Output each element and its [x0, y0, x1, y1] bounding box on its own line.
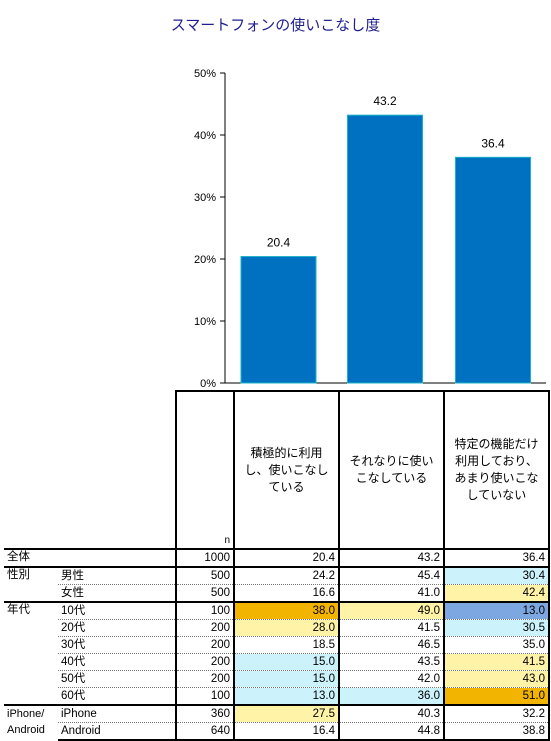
cell-value: 41.5 — [443, 653, 550, 671]
table-row: 全体 1000 20.4 43.2 36.4 — [4, 548, 550, 567]
cell-value: 44.8 — [338, 722, 444, 741]
bar — [240, 256, 317, 384]
y-tick-label: 20% — [194, 254, 216, 266]
n-value: 200 — [175, 653, 234, 671]
cell-value: 36.0 — [338, 687, 444, 705]
n-value: 200 — [175, 636, 234, 654]
table-row: 30代 200 18.5 46.5 35.0 — [4, 636, 550, 654]
row-label: 10代 — [58, 601, 176, 620]
bars: 20.4 43.2 36.4 — [240, 94, 531, 384]
cell-value: 16.4 — [233, 722, 339, 741]
group-label: 全体 — [4, 548, 58, 567]
group-label: 年代 — [4, 601, 58, 705]
row-label: 40代 — [58, 653, 176, 671]
row-label: 60代 — [61, 689, 86, 702]
n-value: 200 — [175, 670, 234, 688]
cell-value: 18.5 — [233, 636, 339, 654]
bar-value-label: 20.4 — [267, 236, 291, 250]
cell-value: 20.4 — [233, 548, 339, 567]
cell-value: 43.0 — [443, 670, 550, 688]
n-value: 500 — [175, 584, 234, 602]
cell-value: 43.2 — [338, 548, 444, 567]
cell-value: 28.0 — [233, 619, 339, 637]
n-value: 500 — [175, 566, 234, 585]
cell-value: 13.0 — [443, 601, 550, 620]
cell-value: 46.5 — [338, 636, 444, 654]
n-value: 640 — [175, 722, 234, 741]
cell-value: 13.0 — [233, 687, 339, 705]
bar — [455, 156, 531, 384]
cell-value: 38.8 — [443, 722, 550, 741]
row-label: 男性 — [58, 566, 176, 585]
bar-value-label: 36.4 — [481, 136, 505, 150]
y-tick-label: 30% — [194, 192, 216, 204]
table-row: 40代 200 15.0 43.5 41.5 — [4, 653, 550, 671]
cell-value: 24.2 — [233, 566, 339, 585]
row-label — [58, 548, 176, 567]
cell-value: 45.4 — [338, 566, 444, 585]
y-tick-label: 0% — [200, 378, 216, 390]
bar — [347, 114, 423, 384]
n-value: 100 — [175, 687, 234, 705]
header-blank — [4, 391, 58, 549]
y-axis: 0% 10% 20% 30% 40% 50% — [194, 68, 546, 390]
row-label: Android — [58, 722, 176, 741]
cell-value: 43.5 — [338, 653, 444, 671]
row-label: 20代 — [58, 619, 176, 637]
n-value: 200 — [175, 619, 234, 637]
table-header-row: n 積極的に利用し、使いこなしている それなりに使いこなしている 特定の機能だけ利用し… — [4, 390, 550, 549]
cell-value: 40.3 — [338, 704, 444, 723]
n-value: 1000 — [175, 548, 234, 567]
column-header: それなりに使いこなしている — [338, 390, 445, 549]
bar-chart: 0% 10% 20% 30% 40% 50% 20.4 43.2 36.4 — [194, 68, 546, 390]
cell-value: 32.2 — [443, 704, 550, 723]
cell-value: 36.4 — [443, 548, 550, 567]
table-row: 年代 10代 100 38.0 49.0 13.0 — [4, 601, 550, 705]
cell-value: 27.5 — [233, 704, 339, 723]
n-value: 360 — [175, 704, 234, 723]
cell-value: 30.4 — [443, 566, 550, 585]
table-row: 女性 500 16.6 41.0 42.4 — [4, 584, 550, 602]
cell-value: 38.0 — [233, 601, 339, 620]
cell-value: 35.0 — [443, 636, 550, 654]
table-row: 20代 200 28.0 41.5 30.5 — [4, 619, 550, 637]
table-row: Android 640 16.4 44.8 38.8 — [4, 722, 550, 741]
chart-title: スマートフォンの使いこなし度 — [170, 17, 381, 34]
crosstab-table: n 積極的に利用し、使いこなしている それなりに使いこなしている 特定の機能だけ利用し… — [4, 390, 550, 741]
y-tick-label: 10% — [194, 316, 216, 328]
header-blank — [58, 391, 176, 549]
column-header: 特定の機能だけ利用しており、あまり使いこなしていない — [443, 390, 550, 549]
n-value: 100 — [175, 601, 234, 620]
table-row: 60代 100 13.0 36.0 51.0 — [4, 687, 550, 705]
cell-value: 15.0 — [233, 670, 339, 688]
cell-value: 42.0 — [338, 670, 444, 688]
column-header: 積極的に利用し、使いこなしている — [233, 390, 340, 549]
cell-value: 16.6 — [233, 584, 339, 602]
cell-value: 51.0 — [443, 687, 550, 705]
group-label: 性別 — [4, 566, 58, 602]
row-label: 女性 — [61, 586, 84, 599]
y-tick-label: 50% — [194, 68, 216, 80]
row-label: 30代 — [58, 636, 176, 654]
bar-value-label: 43.2 — [373, 94, 397, 108]
n-column-header: n — [175, 390, 234, 549]
cell-value: 41.0 — [338, 584, 444, 602]
cell-value: 42.4 — [443, 584, 550, 602]
cell-value: 15.0 — [233, 653, 339, 671]
row-label: 50代 — [58, 670, 176, 688]
table-row: 50代 200 15.0 42.0 43.0 — [4, 670, 550, 688]
y-tick-label: 40% — [194, 130, 216, 142]
table-row: 性別 男性 500 24.2 45.4 30.4 — [4, 566, 550, 602]
row-label: iPhone — [58, 704, 176, 723]
cell-value: 41.5 — [338, 619, 444, 637]
table-row: iPhone/ Android iPhone 360 27.5 40.3 32.2 — [4, 704, 550, 740]
group-label: iPhone/ Android — [4, 704, 58, 740]
cell-value: 30.5 — [443, 619, 550, 637]
cell-value: 49.0 — [338, 601, 444, 620]
